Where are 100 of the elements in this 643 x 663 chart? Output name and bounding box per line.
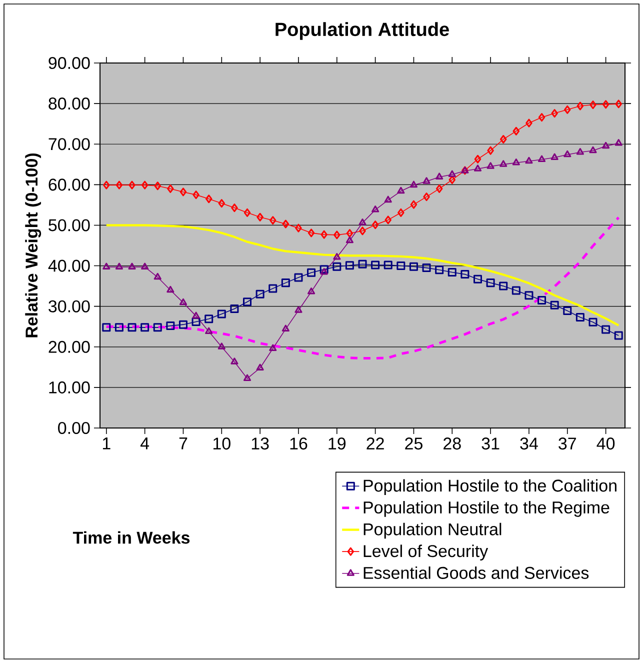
y-tick-label: 60.00 <box>48 178 90 191</box>
point <box>602 325 610 334</box>
point <box>436 184 443 193</box>
point <box>512 158 520 166</box>
point <box>269 344 277 352</box>
point <box>114 323 124 332</box>
point <box>410 200 418 209</box>
point <box>564 150 572 158</box>
legend-label: Population Hostile to the Coalition <box>364 479 616 496</box>
point <box>243 374 252 382</box>
point <box>244 208 251 217</box>
x-tick-label: 4 <box>140 438 150 450</box>
point <box>256 212 264 222</box>
point <box>346 229 354 238</box>
point <box>590 100 596 110</box>
point <box>141 262 149 270</box>
point <box>614 139 622 146</box>
point <box>423 192 430 202</box>
point <box>167 184 174 193</box>
x-tick-label: 10 <box>213 438 230 450</box>
x-tick-label: 19 <box>328 438 346 450</box>
point <box>102 323 111 332</box>
y-tick-label: 0.00 <box>58 422 90 434</box>
point <box>410 180 418 188</box>
point <box>231 204 238 212</box>
point <box>538 113 546 122</box>
point <box>192 317 200 326</box>
point <box>526 118 532 128</box>
x-tick-label: 7 <box>179 438 188 450</box>
point <box>588 318 598 326</box>
point <box>230 304 239 314</box>
point <box>281 278 290 288</box>
x-tick-label: 34 <box>520 438 538 450</box>
point <box>448 170 456 178</box>
point <box>256 364 264 370</box>
point <box>435 266 444 274</box>
point <box>128 180 136 190</box>
point <box>372 206 380 212</box>
point <box>346 236 354 244</box>
legend-label: Essential Goods and Services <box>364 566 589 579</box>
point <box>422 264 431 272</box>
point <box>179 298 188 306</box>
point <box>576 148 584 155</box>
x-tick-label: 13 <box>252 438 269 450</box>
point <box>166 286 174 293</box>
point <box>474 154 482 164</box>
point <box>436 172 444 180</box>
point <box>332 262 342 271</box>
point <box>500 160 508 167</box>
point <box>218 199 226 208</box>
point <box>473 274 482 284</box>
point <box>192 190 200 200</box>
point <box>320 230 328 239</box>
legend-label: Level of Security <box>364 544 488 560</box>
point <box>205 327 213 334</box>
point <box>359 226 366 236</box>
y-tick-label: 50.00 <box>48 219 90 232</box>
point <box>141 180 148 190</box>
point <box>397 186 405 194</box>
point <box>384 196 392 203</box>
point <box>550 153 558 160</box>
point <box>602 142 610 149</box>
point <box>371 260 380 270</box>
point <box>358 260 367 268</box>
y-tick-label: 10.00 <box>49 381 90 394</box>
point <box>372 220 379 230</box>
point <box>128 323 136 332</box>
point <box>268 284 278 293</box>
legend-label: Population Neutral <box>364 522 502 539</box>
point <box>614 331 623 340</box>
point <box>448 268 456 277</box>
x-tick-label: 16 <box>290 438 308 450</box>
point <box>140 323 150 332</box>
point <box>474 164 482 172</box>
point <box>576 313 584 322</box>
point <box>551 109 558 118</box>
point <box>282 324 290 332</box>
point <box>180 188 187 196</box>
chart-title: Population Attitude <box>276 22 449 40</box>
point <box>308 228 315 238</box>
point <box>307 268 316 277</box>
point <box>384 216 392 224</box>
point <box>128 262 136 270</box>
point <box>525 156 533 164</box>
point <box>116 180 123 190</box>
point <box>295 224 302 232</box>
point <box>409 262 418 271</box>
point <box>154 182 161 190</box>
x-tick-label: 40 <box>596 438 615 450</box>
point <box>204 314 214 324</box>
legend-label: Population Hostile to the Regime <box>364 501 610 517</box>
point <box>333 253 341 260</box>
point <box>486 162 494 169</box>
point <box>512 286 520 295</box>
point <box>243 298 252 306</box>
point <box>308 287 316 294</box>
point <box>192 312 200 319</box>
x-tick-label: 22 <box>366 438 384 450</box>
y-axis-title: Relative Weight (0-100) <box>25 153 42 338</box>
point <box>154 272 162 280</box>
